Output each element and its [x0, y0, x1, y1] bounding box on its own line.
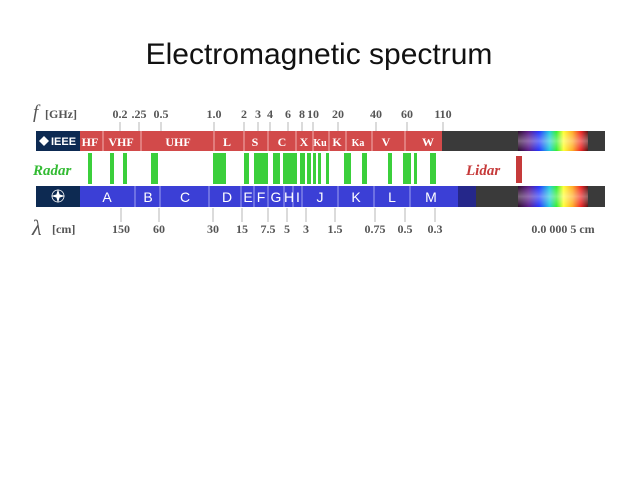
radar-allocation-mark: [244, 153, 249, 184]
radar-allocation-mark: [254, 153, 268, 184]
freq-tick-label: 8: [299, 107, 305, 121]
wavelength-tick-labels: 150 60 30 15 7.5 5 3 1.5 0.75 0.5 0.3 0.0 000 5 cm: [112, 208, 595, 236]
radar-row: Radar Lidar: [32, 153, 522, 184]
radar-allocation-mark: [307, 153, 311, 184]
nato-band-label: I: [296, 189, 300, 205]
wavelength-tick-label: 1.5: [328, 222, 343, 236]
nato-compass-icon: [51, 189, 65, 203]
radar-allocation-mark: [414, 153, 417, 184]
lidar-label: Lidar: [465, 163, 500, 179]
radar-allocation-mark: [110, 153, 114, 184]
radar-allocation-mark: [151, 153, 158, 184]
nato-band-label: L: [388, 189, 396, 205]
ieee-band-label: Ka: [352, 138, 365, 149]
wavelength-axis-unit: [cm]: [52, 222, 75, 236]
ieee-band-labels: HF VHF UHF L S C X Ku K Ka V W: [82, 135, 434, 149]
radar-allocation-mark: [403, 153, 411, 184]
wavelength-tick-label: 60: [153, 222, 165, 236]
radar-allocation-mark: [326, 153, 329, 184]
freq-tick-label: 110: [434, 107, 451, 121]
wavelength-tick-label: 0.3: [428, 222, 443, 236]
radar-allocation-mark: [362, 153, 367, 184]
ieee-band-label: X: [300, 135, 309, 149]
radar-allocation-mark: [388, 153, 392, 184]
nato-band-label: H: [284, 189, 294, 205]
radar-allocation-mark: [123, 153, 127, 184]
ieee-band-label: S: [252, 135, 259, 149]
ieee-logo-text: IEEE: [51, 136, 76, 148]
radar-allocation-mark: [430, 153, 436, 184]
radar-allocation-mark: [318, 153, 321, 184]
nato-band-label: E: [243, 189, 252, 205]
wavelength-axis-symbol: λ: [31, 215, 42, 240]
nato-band-label: D: [222, 189, 232, 205]
nato-band-label: M: [425, 189, 437, 205]
freq-tick-label: 1.0: [207, 107, 222, 121]
freq-tick-label: 40: [370, 107, 382, 121]
radar-label: Radar: [32, 163, 72, 179]
ieee-band-bar: [80, 131, 442, 151]
freq-axis-symbol: f: [33, 102, 41, 123]
slide-title: Electromagnetic spectrum: [145, 38, 493, 71]
freq-tick-label: 6: [285, 107, 291, 121]
freq-tick-label: 3: [255, 107, 261, 121]
ieee-band-label: VHF: [108, 135, 133, 149]
freq-tick-label: 2: [241, 107, 247, 121]
radar-allocation-mark: [313, 153, 316, 184]
freq-tick-labels: 0.2 .25 0.5 1.0 2 3 4 6 8 10 20 40 60 110: [113, 107, 452, 131]
wavelength-tick-label: 30: [207, 222, 219, 236]
freq-tick-label: 0.5: [154, 107, 169, 121]
wavelength-tick-label: 3: [303, 222, 309, 236]
freq-tick-label: 20: [332, 107, 344, 121]
wavelength-tick-label: 5: [284, 222, 290, 236]
ieee-row: IEEE HF VHF UHF L S C X Ku K Ka V W: [36, 131, 605, 151]
ieee-diamond-icon: [39, 136, 49, 146]
wavelength-tick-label: 15: [236, 222, 248, 236]
ieee-band-label: C: [278, 135, 287, 149]
ieee-band-label: W: [422, 135, 434, 149]
radar-allocation-mark: [344, 153, 351, 184]
ieee-band-label: K: [332, 135, 342, 149]
ieee-band-label: L: [223, 135, 231, 149]
radar-allocation-mark: [213, 153, 226, 184]
freq-tick-label: 10: [307, 107, 319, 121]
freq-axis-unit: [GHz]: [45, 107, 77, 121]
nato-band-label: G: [271, 189, 282, 205]
ieee-logo-box: [36, 131, 80, 151]
radar-allocation-mark: [273, 153, 280, 184]
wavelength-tick-label: 150: [112, 222, 130, 236]
ieee-band-label: V: [382, 135, 391, 149]
wavelength-tick-label: 0.75: [365, 222, 386, 236]
ieee-band-label: Ku: [313, 138, 327, 149]
ieee-band-label: HF: [82, 135, 99, 149]
nato-band-label: B: [143, 189, 152, 205]
nato-band-label: J: [317, 189, 324, 205]
nato-band-label: F: [257, 189, 266, 205]
freq-tick-label: 60: [401, 107, 413, 121]
wavelength-tick-label: 7.5: [261, 222, 276, 236]
radar-allocation-mark: [300, 153, 305, 184]
nato-band-bar: [80, 186, 460, 207]
radar-allocation-mark: [88, 153, 92, 184]
freq-tick-label: 0.2: [113, 107, 128, 121]
nato-band-label: C: [180, 189, 190, 205]
nato-band-label: K: [351, 189, 361, 205]
radar-allocation-mark: [283, 153, 297, 184]
nato-band-label: A: [102, 189, 112, 205]
lidar-mark: [516, 156, 522, 183]
freq-tick-label: 4: [267, 107, 273, 121]
wavelength-tick-label: 0.0 000 5 cm: [531, 222, 594, 236]
wavelength-tick-label: 0.5: [398, 222, 413, 236]
ieee-band-label: UHF: [165, 135, 190, 149]
freq-tick-label: .25: [132, 107, 147, 121]
